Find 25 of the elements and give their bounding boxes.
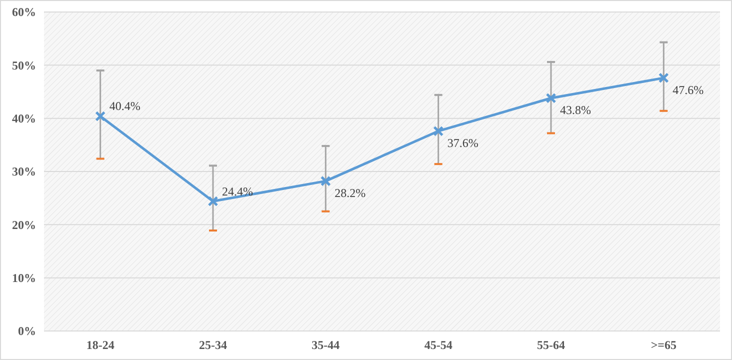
- y-tick-label: 10%: [12, 271, 36, 286]
- data-label: 47.6%: [672, 82, 704, 97]
- x-tick-label: 18-24: [86, 338, 114, 352]
- data-label: 24.4%: [222, 184, 253, 198]
- point: [433, 126, 444, 136]
- x-tick-label: 55-64: [537, 338, 565, 352]
- y-tick-label: 50%: [12, 58, 36, 72]
- point: [658, 72, 669, 84]
- data-label: 43.8%: [560, 103, 591, 118]
- x-tick-label: 35-44: [312, 338, 340, 352]
- data-label: 37.6%: [447, 136, 478, 150]
- point: [320, 176, 331, 186]
- point: [208, 196, 218, 207]
- data-label: 28.2%: [334, 186, 366, 200]
- y-tick-label: 40%: [12, 112, 36, 126]
- y-tick-label: 20%: [12, 218, 36, 232]
- y-tick-label: 30%: [12, 164, 36, 179]
- y-tick-label: 0%: [18, 324, 36, 338]
- x-tick-label: 45-54: [424, 338, 452, 352]
- point: [95, 110, 106, 122]
- x-tick-label: 25-34: [199, 338, 227, 352]
- data-label: 40.4%: [109, 99, 140, 114]
- point: [546, 92, 556, 104]
- y-tick-label: 60%: [12, 5, 36, 20]
- x-tick-label: >=65: [650, 338, 677, 352]
